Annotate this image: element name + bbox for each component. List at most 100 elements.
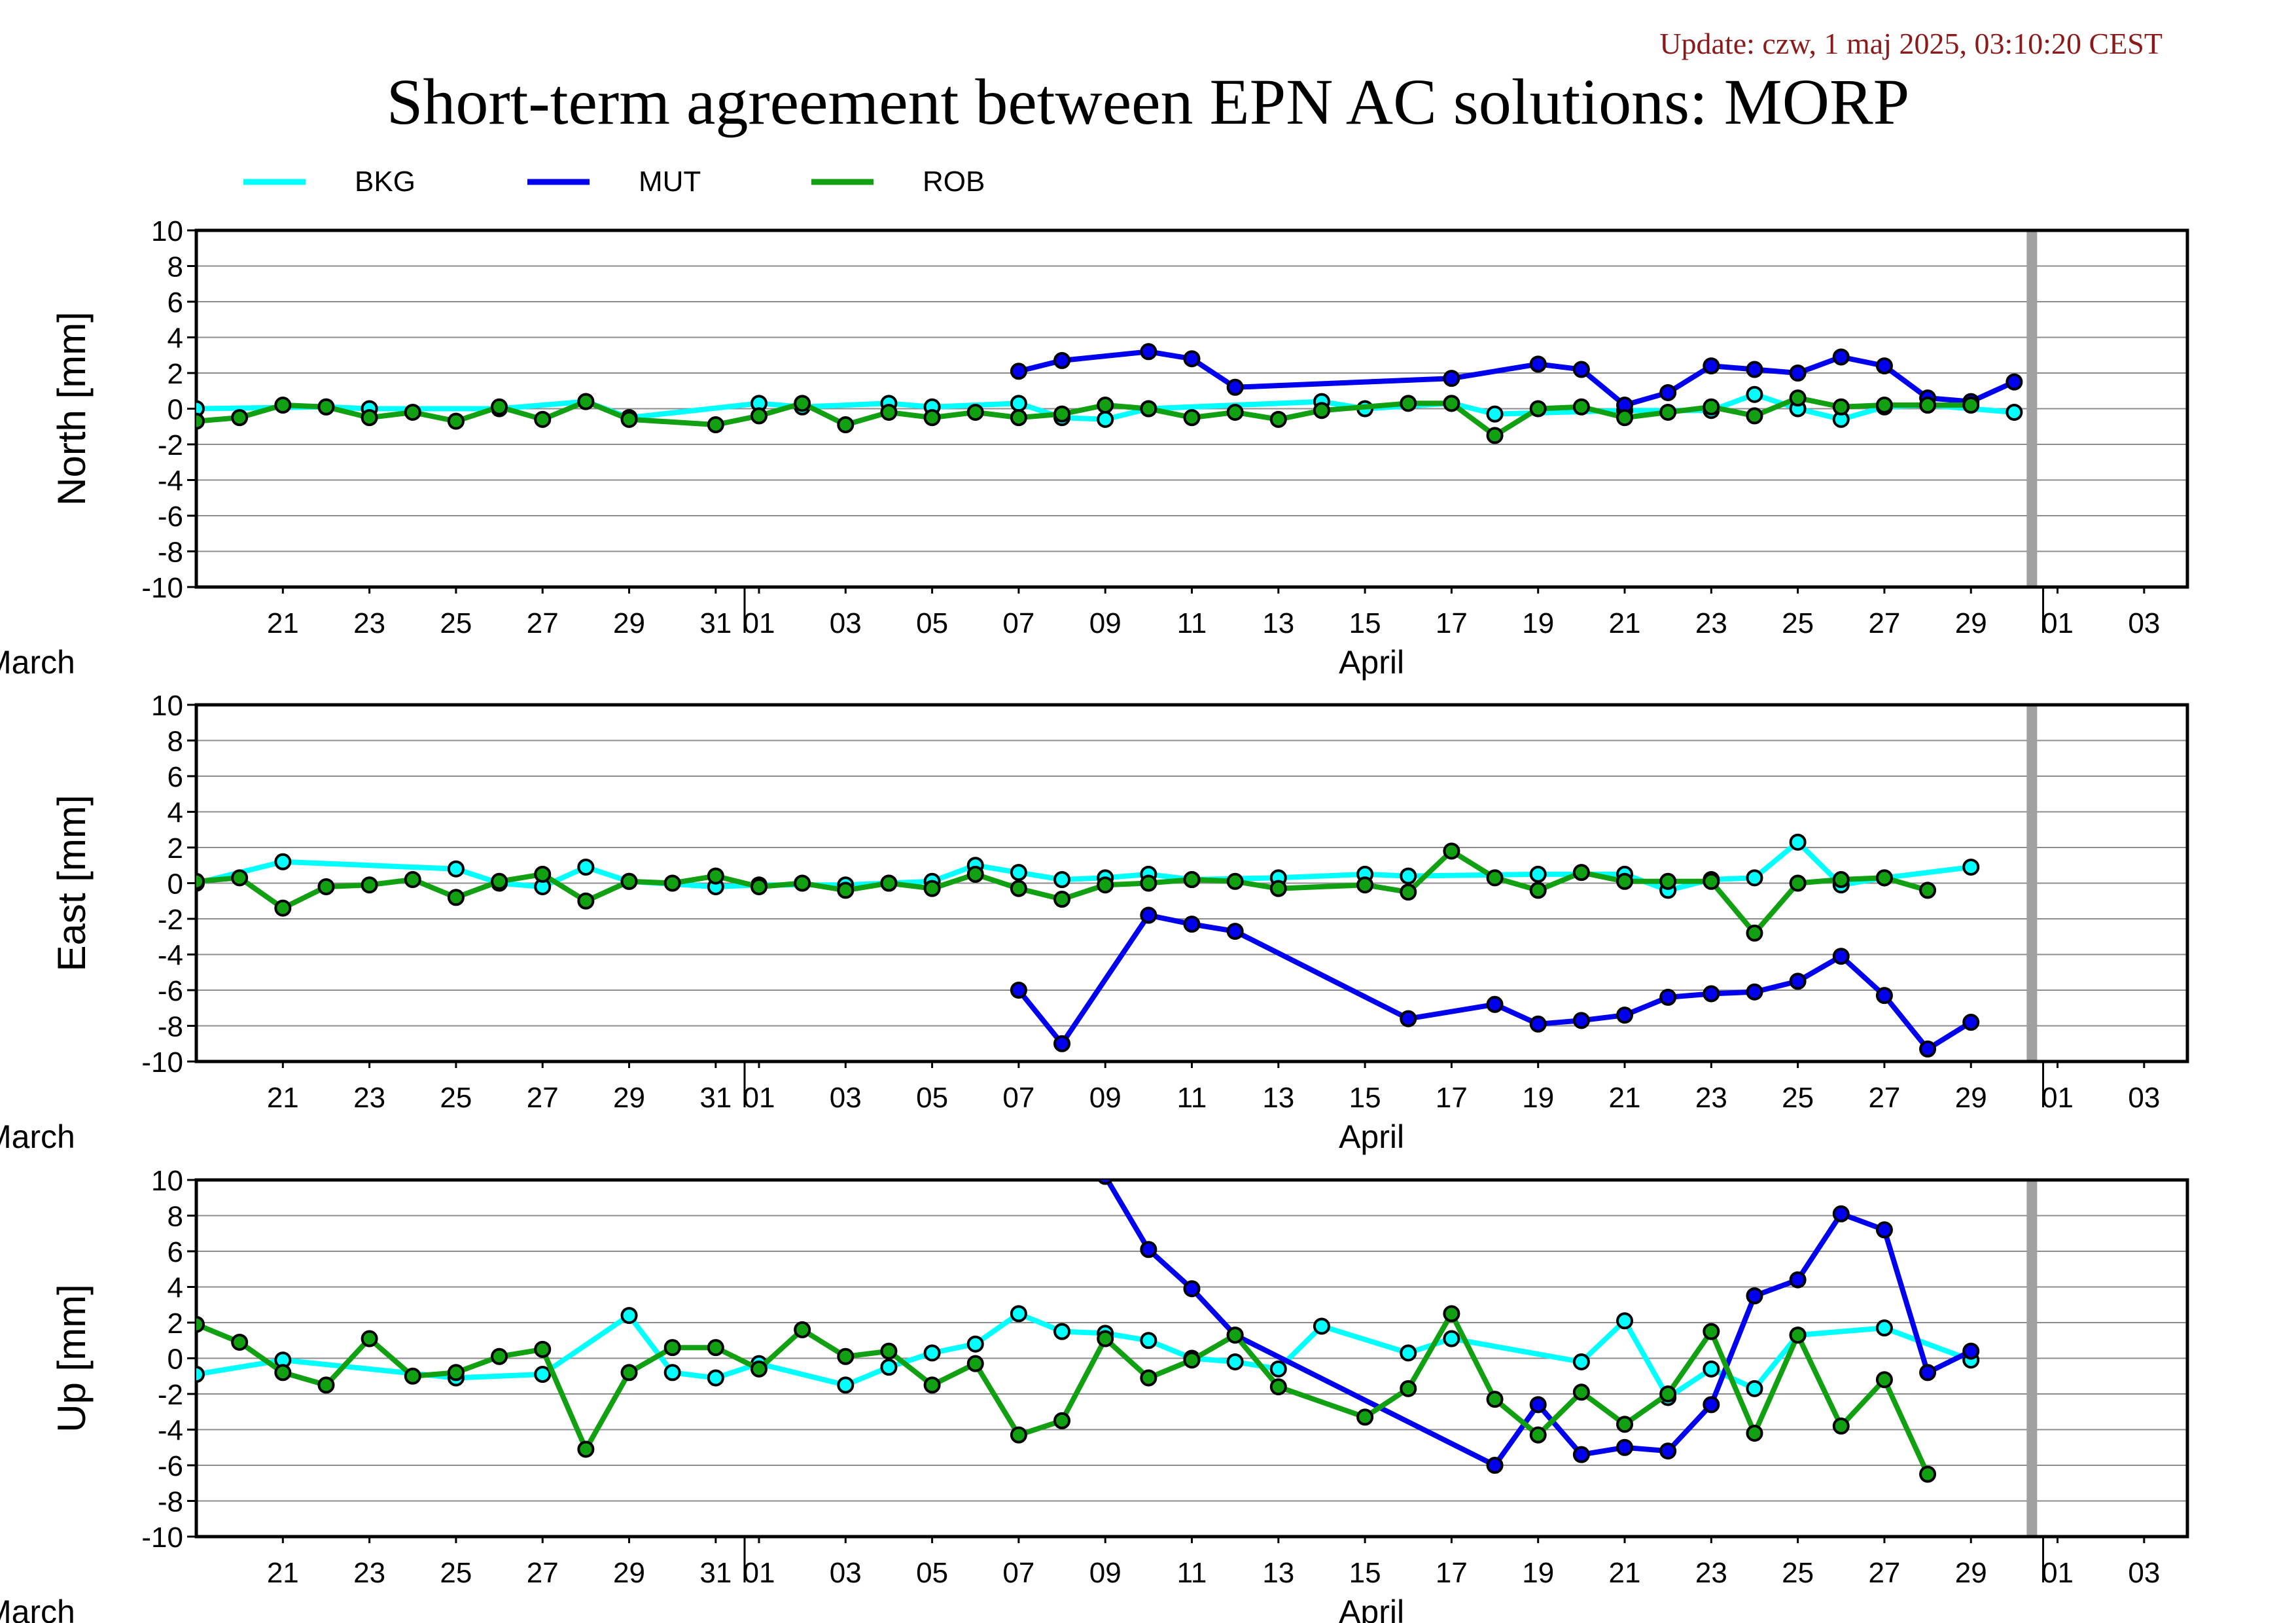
data-point (707, 416, 724, 434)
series-line (196, 848, 1929, 936)
data-point (1053, 1412, 1071, 1429)
data-point (1356, 1408, 1374, 1426)
x-tick-label: 27 (527, 607, 559, 639)
data-point (620, 1364, 638, 1382)
x-tick-label: 27 (527, 1557, 559, 1589)
x-tick-label: 15 (1349, 607, 1381, 639)
x-tick-label: 01 (2041, 1082, 2074, 1114)
data-point (1443, 1305, 1460, 1323)
data-point (794, 874, 811, 892)
data-point (620, 1307, 638, 1325)
data-point (663, 1364, 681, 1382)
y-tick-label: 2 (168, 1308, 183, 1340)
x-tick-label: 27 (1868, 1557, 1900, 1589)
x-tick-label: 01 (743, 1557, 775, 1589)
data-point (534, 410, 552, 428)
data-point (1486, 869, 1504, 887)
data-point (1183, 1351, 1201, 1369)
data-point (231, 409, 249, 427)
y-tick-label: -10 (141, 1046, 183, 1079)
x-tick-label: 03 (2128, 607, 2160, 639)
data-point (1053, 1035, 1071, 1052)
y-tick-label: -2 (158, 429, 183, 461)
data-point (1789, 833, 1807, 851)
data-point (923, 1344, 941, 1362)
y-tick-label: 6 (168, 761, 183, 793)
data-point (1789, 972, 1807, 990)
x-tick-label: 23 (353, 1082, 385, 1114)
data-point (880, 1359, 898, 1376)
y-tick-label: 10 (151, 1165, 183, 1197)
data-point (1659, 403, 1677, 421)
x-tick-label: 05 (916, 607, 948, 639)
data-point (1832, 948, 1850, 965)
data-point (1659, 988, 1677, 1006)
y-tick-label: -6 (158, 501, 183, 533)
data-point (1919, 1040, 1937, 1058)
legend-label: BKG (355, 166, 415, 198)
data-point (1010, 1426, 1027, 1444)
data-point (1832, 398, 1850, 416)
y-tick-label: -2 (158, 904, 183, 936)
x-tick-label: 29 (613, 607, 645, 639)
y-tick-label: 2 (168, 832, 183, 865)
data-point (1226, 378, 1244, 396)
data-point (404, 871, 421, 889)
data-point (1962, 1014, 1980, 1031)
x-tick-label: 25 (440, 1082, 472, 1114)
x-tick-label: 09 (1089, 1557, 1122, 1589)
data-point (1746, 1380, 1763, 1397)
data-point (1572, 361, 1590, 378)
x-month-label: March (0, 644, 75, 681)
data-point (1053, 405, 1071, 423)
data-point (1703, 1360, 1720, 1378)
data-point (750, 878, 768, 895)
x-tick-label: 03 (830, 1082, 862, 1114)
data-point (2005, 403, 2023, 421)
data-point (1400, 1344, 1417, 1362)
data-point (1962, 858, 1980, 876)
x-month-label: March (0, 1594, 75, 1623)
data-point (447, 1364, 465, 1382)
x-tick-label: 01 (743, 1082, 775, 1114)
data-point (1572, 864, 1590, 882)
series-line (1017, 349, 2016, 408)
data-point (1529, 1426, 1547, 1444)
data-point (317, 398, 335, 416)
data-point (317, 1376, 335, 1394)
data-point (1659, 1442, 1677, 1460)
data-point (794, 395, 811, 412)
data-point (1486, 995, 1504, 1013)
data-point (1140, 400, 1157, 418)
x-month-label: April (1339, 1118, 1404, 1155)
data-point (1529, 400, 1547, 418)
y-tick-label: -10 (141, 1522, 183, 1554)
panel-up: 10 86 4 2 0-2 -4-6 -8 -10 21 23 25 27 29 31 01 03 05 07 09… (0, 1165, 2189, 1623)
x-tick-label: 17 (1436, 1557, 1468, 1589)
x-tick-label: 23 (1695, 607, 1727, 639)
x-tick-label: 21 (267, 1557, 299, 1589)
data-point (491, 398, 508, 416)
data-point (1486, 1457, 1504, 1474)
data-point (1659, 1385, 1677, 1402)
x-tick-label: 23 (1695, 1082, 1727, 1114)
x-tick-label: 21 (1609, 607, 1641, 639)
data-point (231, 869, 249, 887)
data-point (1400, 395, 1417, 412)
x-tick-label: 11 (1177, 1082, 1207, 1114)
data-point (707, 867, 724, 885)
x-tick-label: 01 (743, 607, 775, 639)
data-point (1703, 872, 1720, 890)
y-tick-label: -8 (158, 1011, 183, 1043)
x-tick-label: 29 (1955, 1557, 1987, 1589)
data-point (1529, 1396, 1547, 1414)
data-point (361, 1330, 378, 1347)
data-point (1053, 871, 1071, 889)
data-point (1616, 1438, 1634, 1456)
data-point (491, 1347, 508, 1365)
x-tick-label: 15 (1349, 1082, 1381, 1114)
data-point (196, 872, 205, 890)
data-point (1919, 1364, 1937, 1382)
x-tick-label: 21 (1609, 1082, 1641, 1114)
